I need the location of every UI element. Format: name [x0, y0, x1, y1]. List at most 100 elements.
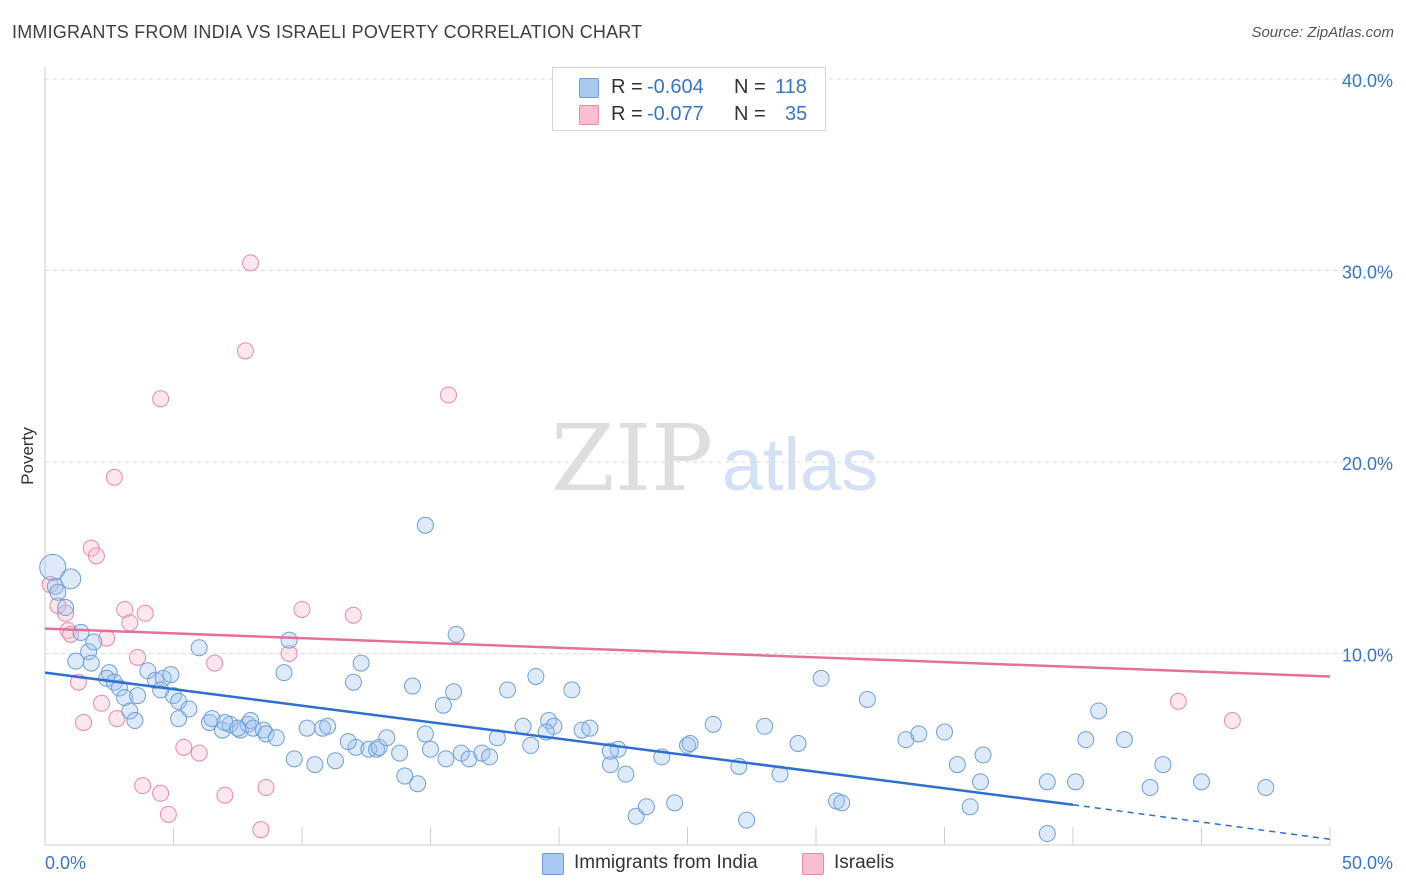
data-point-israelis: [293, 600, 311, 618]
data-point-immigrants-from-india: [789, 735, 807, 753]
data-point-immigrants-from-india: [126, 712, 144, 730]
data-point-israelis: [216, 786, 234, 804]
bottom-legend-label: Immigrants from India: [574, 852, 758, 873]
data-point-immigrants-from-india: [681, 735, 699, 753]
legend-n-value: 118: [775, 76, 807, 98]
data-point-israelis: [344, 606, 362, 624]
data-point-immigrants-from-india: [85, 633, 103, 651]
data-point-immigrants-from-india: [319, 717, 337, 735]
axes-layer: [44, 67, 1331, 846]
data-point-immigrants-from-india: [1154, 756, 1172, 774]
data-point-israelis: [242, 254, 260, 272]
data-point-immigrants-from-india: [581, 719, 599, 737]
data-point-immigrants-from-india: [666, 794, 684, 812]
data-point-immigrants-from-india: [833, 794, 851, 812]
series-israelis: [41, 254, 1241, 839]
watermark: ZIP atlas: [551, 405, 878, 512]
data-point-immigrants-from-india: [563, 681, 581, 699]
data-point-immigrants-from-india: [67, 652, 85, 670]
data-point-immigrants-from-india: [416, 725, 434, 743]
data-point-immigrants-from-india: [437, 750, 455, 768]
data-point-israelis: [75, 713, 93, 731]
data-point-immigrants-from-india: [121, 702, 139, 720]
data-point-immigrants-from-india: [679, 736, 696, 754]
data-point-immigrants-from-india: [416, 516, 434, 534]
data-point-immigrants-from-india: [948, 756, 966, 774]
data-point-israelis: [257, 779, 275, 797]
bottom-legend-swatch-blue: [542, 853, 564, 875]
data-point-israelis: [439, 386, 457, 404]
y-axis-title: Poverty: [18, 427, 37, 485]
data-point-immigrants-from-india: [1193, 773, 1210, 791]
data-point-immigrants-from-india: [298, 719, 316, 737]
data-point-immigrants-from-india: [601, 756, 619, 774]
data-point-immigrants-from-india: [116, 689, 134, 707]
x-tick-label: 50.0%: [1342, 853, 1393, 873]
trend-lines: [44, 627, 1331, 840]
data-point-immigrants-from-india: [617, 765, 635, 783]
legend-r-value: -0.604: [647, 76, 704, 98]
correlation-legend: R = -0.604 N = 118 R = -0.077 N = 35: [552, 67, 826, 131]
data-point-immigrants-from-india: [404, 677, 422, 695]
data-point-israelis: [87, 547, 105, 565]
data-point-immigrants-from-india: [280, 631, 298, 649]
data-point-immigrants-from-india: [1067, 773, 1085, 791]
data-point-immigrants-from-india: [60, 568, 82, 590]
data-point-immigrants-from-india: [391, 744, 409, 762]
data-point-israelis: [1169, 692, 1187, 710]
data-point-immigrants-from-india: [49, 583, 67, 601]
source-label: Source: ZipAtlas.com: [1251, 24, 1394, 41]
data-point-immigrants-from-india: [422, 740, 439, 758]
data-point-immigrants-from-india: [481, 748, 499, 766]
data-point-israelis: [134, 777, 152, 795]
data-point-immigrants-from-india: [368, 740, 386, 758]
data-point-immigrants-from-india: [39, 553, 67, 581]
data-point-immigrants-from-india: [285, 750, 303, 768]
data-point-immigrants-from-india: [378, 729, 396, 747]
data-point-immigrants-from-india: [82, 654, 100, 672]
y-tick-label: 20.0%: [1342, 454, 1393, 474]
data-point-immigrants-from-india: [637, 798, 655, 816]
data-point-immigrants-from-india: [1038, 773, 1056, 791]
data-point-israelis: [108, 710, 126, 728]
legend-r-label: R =: [611, 103, 643, 125]
data-point-israelis: [280, 645, 298, 662]
y-tick-label: 40.0%: [1342, 71, 1393, 91]
watermark-zip: ZIP: [551, 405, 713, 512]
watermark-atlas: atlas: [722, 423, 878, 506]
legend-swatch-blue: [579, 78, 599, 98]
x-tick-label: 0.0%: [45, 853, 86, 873]
data-point-immigrants-from-india: [203, 710, 221, 728]
data-point-immigrants-from-india: [527, 667, 545, 685]
trend-line-immigrants-from-india: [44, 671, 1074, 807]
data-point-israelis: [136, 604, 154, 622]
data-point-immigrants-from-india: [858, 690, 876, 708]
data-point-israelis: [206, 654, 224, 672]
data-point-israelis: [1223, 712, 1241, 730]
data-point-immigrants-from-india: [910, 725, 928, 743]
legend-r-label: R =: [611, 76, 643, 98]
data-point-israelis: [152, 784, 170, 802]
data-point-immigrants-from-india: [152, 681, 170, 699]
data-point-immigrants-from-india: [257, 725, 275, 743]
data-point-israelis: [190, 744, 208, 762]
data-point-immigrants-from-india: [445, 683, 463, 701]
data-point-israelis: [175, 738, 193, 756]
data-point-immigrants-from-india: [275, 664, 293, 682]
data-point-immigrants-from-india: [1038, 825, 1056, 843]
data-point-immigrants-from-india: [72, 623, 90, 641]
data-point-israelis: [159, 805, 177, 823]
data-point-immigrants-from-india: [738, 811, 756, 829]
data-point-immigrants-from-india: [936, 723, 953, 741]
data-point-immigrants-from-india: [267, 729, 285, 747]
data-point-immigrants-from-india: [812, 669, 830, 687]
data-point-israelis: [57, 604, 75, 622]
data-point-immigrants-from-india: [1257, 779, 1275, 797]
data-point-immigrants-from-india: [499, 681, 517, 699]
data-point-immigrants-from-india: [229, 719, 247, 737]
data-point-israelis: [105, 468, 123, 486]
trend-line-israelis: [44, 627, 1331, 678]
y-tick-label: 30.0%: [1342, 263, 1393, 283]
legend-r-value: -0.077: [647, 103, 704, 125]
